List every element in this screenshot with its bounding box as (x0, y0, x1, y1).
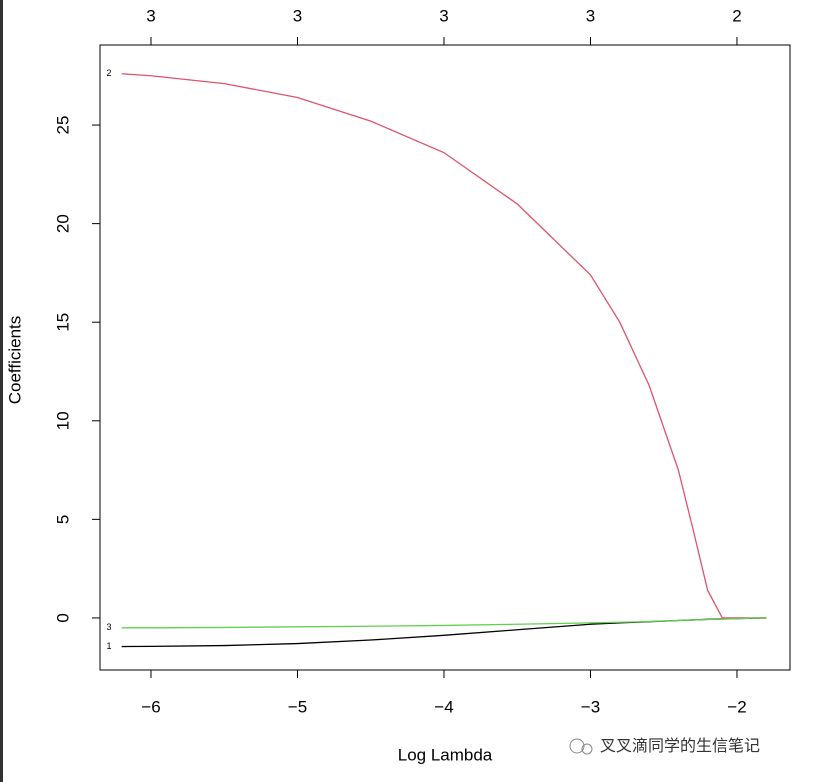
series-line (121, 617, 767, 648)
watermark-icon (581, 743, 593, 755)
y-tick-label: 0 (53, 613, 72, 622)
y-tick-label: 20 (53, 214, 72, 233)
y-tick-label: 5 (53, 515, 72, 524)
window-edge (0, 0, 3, 782)
y-tick-label: 10 (53, 411, 72, 430)
x-tick-label: −4 (434, 697, 453, 716)
y-tick-label: 15 (53, 313, 72, 332)
x-tick-label: −2 (727, 697, 746, 716)
series-line (121, 73, 767, 619)
y-tick-label: 25 (53, 116, 72, 135)
top-tick-label: 2 (732, 6, 741, 25)
top-tick-label: 3 (293, 6, 302, 25)
watermark-icon (569, 738, 585, 754)
x-tick-label: −6 (141, 697, 160, 716)
top-tick-label: 3 (586, 6, 595, 25)
series-label: 2 (106, 68, 111, 78)
watermark-text: 叉叉滴同学的生信笔记 (600, 737, 760, 755)
series-label: 3 (106, 622, 111, 632)
series-label: 1 (106, 641, 111, 651)
plot-frame (99, 44, 791, 671)
series-line (121, 616, 767, 629)
x-tick-label: −5 (288, 697, 307, 716)
top-tick-label: 3 (439, 6, 448, 25)
x-axis-label: Log Lambda (398, 745, 493, 764)
top-tick-label: 3 (146, 6, 155, 25)
x-tick-label: −3 (581, 697, 600, 716)
watermark: 叉叉滴同学的生信笔记 (569, 737, 760, 755)
y-axis-label: Coefficients (5, 316, 24, 405)
